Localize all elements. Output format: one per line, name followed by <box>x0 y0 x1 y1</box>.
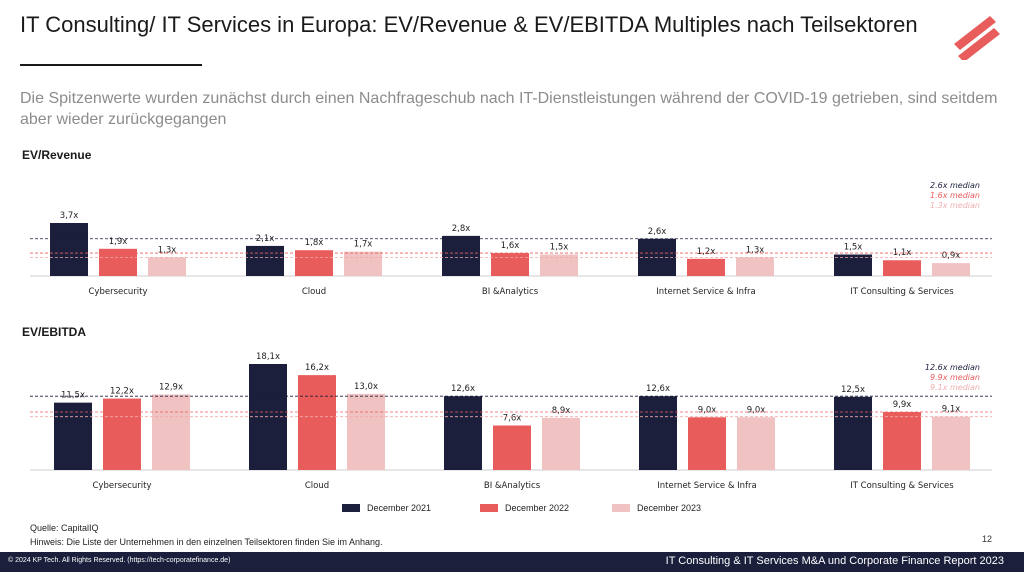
legend-label: December 2022 <box>505 503 570 513</box>
page-title: IT Consulting/ IT Services in Europa: EV… <box>20 12 918 37</box>
bar-rev-3-1 <box>687 258 725 276</box>
bar-ebitda-3-2 <box>737 417 775 470</box>
bar-ebitda-4-0 <box>834 396 872 470</box>
legend-item-dec2023: December 2023 <box>612 503 701 513</box>
bar-label-ebitda-0-2: 12,9x <box>159 382 183 392</box>
category-label-ebitda-1: Cloud <box>305 481 329 491</box>
bar-rev-2-1 <box>491 253 529 276</box>
bar-rev-1-0 <box>246 245 284 276</box>
bar-rev-0-0 <box>50 223 88 276</box>
bar-rev-4-2 <box>932 263 970 276</box>
bar-ebitda-0-2 <box>152 394 190 470</box>
bar-rev-2-0 <box>442 235 480 276</box>
category-label-rev-4: IT Consulting & Services <box>850 287 954 297</box>
ev-ebitda-chart: 11,5x 12,2x 12,9x Cybersecurity 18,1x 16,2x 13… <box>30 352 992 491</box>
bar-label-rev-0-1: 1,9x <box>109 237 128 247</box>
bar-label-ebitda-3-1: 9,0x <box>698 405 717 415</box>
title-underline <box>20 64 202 66</box>
bar-label-ebitda-2-2: 8,9x <box>552 406 571 416</box>
legend-item-dec2021: December 2021 <box>342 503 431 513</box>
page-number: 12 <box>982 534 993 544</box>
bar-rev-2-2 <box>540 254 578 276</box>
source-line: Quelle: CapitalIQ <box>30 523 99 533</box>
ev-ebitda-heading: EV/EBITDA <box>22 325 87 339</box>
category-label-ebitda-0: Cybersecurity <box>92 481 151 491</box>
bar-rev-4-1 <box>883 260 921 276</box>
bar-label-ebitda-3-0: 12,6x <box>646 384 670 394</box>
bar-label-ebitda-0-0: 11,5x <box>61 391 85 401</box>
category-label-ebitda-4: IT Consulting & Services <box>850 481 954 491</box>
logo-stripes <box>954 16 1000 60</box>
legend-swatch-dec2022 <box>480 504 498 512</box>
bar-rev-4-0 <box>834 254 872 276</box>
bar-label-rev-4-0: 1,5x <box>844 243 863 253</box>
bar-ebitda-1-2 <box>347 393 385 470</box>
median-label-rev-1: 1.6x median <box>930 191 980 200</box>
bar-rev-1-2 <box>344 251 382 276</box>
bar-label-ebitda-1-2: 13,0x <box>354 382 378 392</box>
legend-item-dec2022: December 2022 <box>480 503 569 513</box>
bar-ebitda-2-1 <box>493 425 531 470</box>
median-label-ebitda-2: 9.1x median <box>930 383 980 392</box>
chart-legend: December 2021 December 2022 December 202… <box>0 503 1024 517</box>
category-label-ebitda-3: Internet Service & Infra <box>657 481 757 491</box>
bar-label-ebitda-3-2: 9,0x <box>747 405 766 415</box>
category-label-ebitda-2: BI &Analytics <box>484 481 541 491</box>
bar-rev-1-1 <box>295 250 333 276</box>
bar-label-ebitda-1-0: 18,1x <box>256 352 280 362</box>
category-label-rev-1: Cloud <box>302 287 326 297</box>
bar-ebitda-3-1 <box>688 417 726 470</box>
bar-ebitda-2-0 <box>444 396 482 470</box>
bar-ebitda-2-2 <box>542 417 580 470</box>
ev-revenue-heading: EV/Revenue <box>22 148 92 162</box>
legend-label: December 2023 <box>637 503 702 513</box>
bar-ebitda-0-1 <box>103 398 141 470</box>
bar-rev-3-2 <box>736 257 774 276</box>
bar-ebitda-3-0 <box>639 396 677 470</box>
footer-copyright: © 2024 KP Tech. All Rights Reserved. (ht… <box>8 557 231 564</box>
category-label-rev-2: BI &Analytics <box>482 287 539 297</box>
bar-label-rev-0-0: 3,7x <box>60 211 79 221</box>
bar-label-rev-1-2: 1,7x <box>354 240 373 250</box>
median-label-ebitda-1: 9.9x median <box>930 373 980 382</box>
bar-label-rev-2-1: 1,6x <box>501 241 520 251</box>
source-notes: Quelle: CapitalIQ Hinweis: Die Liste der… <box>30 521 383 549</box>
bar-label-ebitda-0-1: 12,2x <box>110 387 134 397</box>
legend-swatch-dec2023 <box>612 504 630 512</box>
page-subtitle: Die Spitzenwerte wurden zunächst durch e… <box>20 90 998 128</box>
median-label-rev-2: 1.3x median <box>930 201 980 210</box>
bar-ebitda-4-1 <box>883 412 921 470</box>
median-label-ebitda-0: 12.6x median <box>925 363 980 372</box>
bar-label-ebitda-1-1: 16,2x <box>305 363 329 373</box>
bar-label-ebitda-4-2: 9,1x <box>942 405 961 415</box>
footer-report-title: IT Consulting & IT Services M&A und Corp… <box>665 555 1004 567</box>
legend-swatch-dec2021 <box>342 504 360 512</box>
hint-line: Hinweis: Die Liste der Unternehmen in de… <box>30 537 383 547</box>
bar-label-rev-1-1: 1,8x <box>305 238 324 248</box>
bar-label-ebitda-2-0: 12,6x <box>451 384 475 394</box>
bar-label-rev-0-2: 1,3x <box>158 245 177 255</box>
category-label-rev-0: Cybersecurity <box>88 287 147 297</box>
bar-label-rev-2-0: 2,8x <box>452 224 471 234</box>
bar-label-ebitda-2-1: 7,6x <box>503 413 522 423</box>
logo-icon <box>954 16 1000 60</box>
bar-label-rev-3-1: 1,2x <box>697 247 716 257</box>
legend-label: December 2021 <box>367 503 432 513</box>
bar-ebitda-0-0 <box>54 402 92 470</box>
category-label-rev-3: Internet Service & Infra <box>656 287 756 297</box>
bar-label-ebitda-4-1: 9,9x <box>893 400 912 410</box>
bar-label-ebitda-4-0: 12,5x <box>841 385 865 395</box>
bar-rev-0-2 <box>148 257 186 276</box>
bar-label-rev-2-2: 1,5x <box>550 243 569 253</box>
bar-label-rev-4-2: 0,9x <box>942 251 961 261</box>
footer-bar: © 2024 KP Tech. All Rights Reserved. (ht… <box>0 552 1024 572</box>
bar-ebitda-1-1 <box>298 375 336 470</box>
bar-ebitda-4-2 <box>932 416 970 470</box>
bar-label-rev-3-0: 2,6x <box>648 227 667 237</box>
median-label-rev-0: 2.6x median <box>930 181 980 190</box>
bar-label-rev-3-2: 1,3x <box>746 245 765 255</box>
